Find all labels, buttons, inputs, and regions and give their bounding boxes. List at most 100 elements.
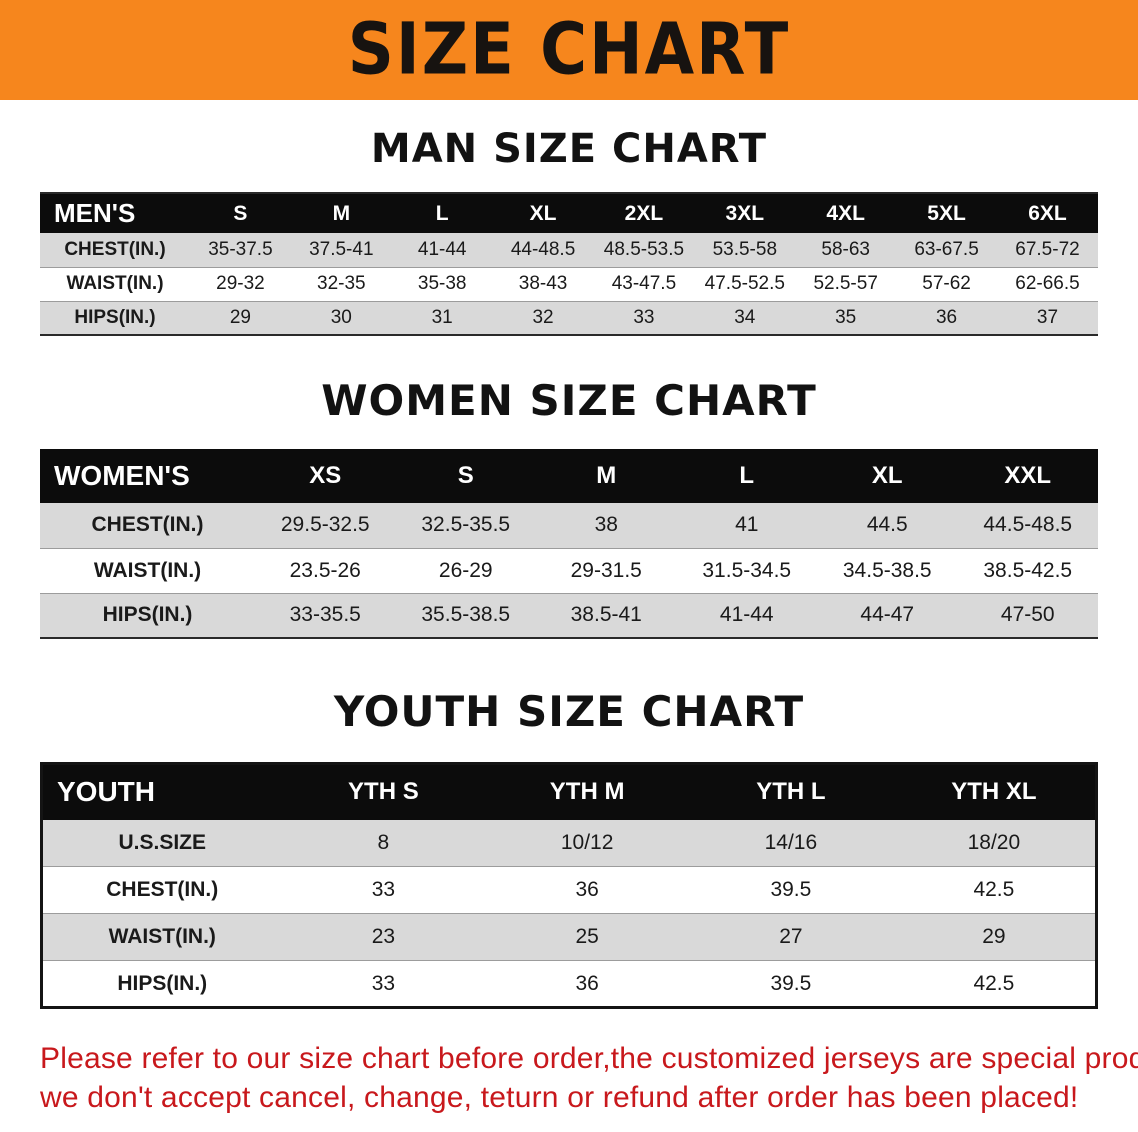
banner-title: SIZE CHART	[347, 8, 791, 92]
size-header-cell: 3XL	[694, 193, 796, 233]
women-section-heading: WOMEN SIZE CHART	[321, 376, 817, 425]
value-cell: 62-66.5	[997, 267, 1098, 302]
row-label-cell: HIPS(IN.)	[40, 301, 190, 336]
value-cell: 18/20	[892, 819, 1097, 867]
value-cell: 39.5	[689, 866, 893, 914]
value-cell: 32.5-35.5	[395, 503, 536, 549]
table-row: CHEST(IN.) 29.5-32.5 32.5-35.5 38 41 44.5 44.5…	[40, 503, 1098, 549]
value-cell: 38-43	[492, 267, 594, 302]
size-header-cell: YTH M	[485, 763, 689, 820]
value-cell: 14/16	[689, 819, 893, 867]
value-cell: 29	[892, 913, 1097, 961]
size-header-cell: XL	[492, 193, 594, 233]
table-row: WAIST(IN.) 29-32 32-35 35-38 38-43 43-47.5 47.…	[40, 267, 1098, 302]
table-row: U.S.SIZE 8 10/12 14/16 18/20	[41, 819, 1097, 867]
value-cell: 33	[281, 960, 486, 1008]
table-title-cell: YOUTH	[41, 763, 282, 820]
size-header-cell: M	[290, 193, 392, 233]
size-header-cell: S	[190, 193, 291, 233]
value-cell: 38.5-41	[536, 593, 677, 639]
value-cell: 29-32	[190, 267, 291, 302]
size-header-cell: 6XL	[997, 193, 1098, 233]
row-label-cell: CHEST(IN.)	[40, 503, 255, 549]
value-cell: 33	[593, 301, 695, 336]
row-label-cell: CHEST(IN.)	[40, 233, 190, 268]
table-row: WAIST(IN.) 23 25 27 29	[41, 913, 1097, 961]
size-header-cell: 4XL	[795, 193, 897, 233]
value-cell: 23.5-26	[255, 548, 396, 594]
disclaimer-line-2: we don't accept cancel, change, teturn o…	[40, 1081, 1079, 1114]
youth-size-table: YOUTH YTH S YTH M YTH L YTH XL U.S.SIZE 8 10/12…	[40, 762, 1098, 1009]
size-header-cell: YTH XL	[892, 763, 1097, 820]
value-cell: 58-63	[795, 233, 897, 268]
value-cell: 8	[281, 819, 486, 867]
row-label-cell: HIPS(IN.)	[40, 593, 255, 639]
table-row: HIPS(IN.) 33-35.5 35.5-38.5 38.5-41 41-44 44-…	[40, 593, 1098, 639]
value-cell: 44-47	[817, 593, 958, 639]
value-cell: 38.5-42.5	[957, 548, 1098, 594]
value-cell: 38	[536, 503, 677, 549]
value-cell: 44.5	[817, 503, 958, 549]
table-row: CHEST(IN.) 33 36 39.5 42.5	[41, 866, 1097, 914]
disclaimer: Please refer to our size chart before or…	[40, 1039, 1138, 1117]
size-header-cell: XS	[255, 449, 396, 503]
value-cell: 43-47.5	[593, 267, 695, 302]
value-cell: 36	[485, 866, 689, 914]
value-cell: 26-29	[395, 548, 536, 594]
value-cell: 35-37.5	[190, 233, 291, 268]
value-cell: 35-38	[391, 267, 493, 302]
men-size-section: MAN SIZE CHART MEN'S S M L XL 2XL 3XL 4XL 5XL 6XL…	[0, 126, 1138, 336]
value-cell: 67.5-72	[997, 233, 1098, 268]
women-size-table: WOMEN'S XS S M L XL XXL CHEST(IN.) 29.5-32.5 32.5…	[40, 449, 1098, 639]
size-header-cell: S	[395, 449, 536, 503]
value-cell: 44-48.5	[492, 233, 594, 268]
value-cell: 37	[997, 301, 1098, 336]
value-cell: 47-50	[957, 593, 1098, 639]
value-cell: 39.5	[689, 960, 893, 1008]
value-cell: 36	[896, 301, 997, 336]
value-cell: 30	[290, 301, 392, 336]
youth-size-section: YOUTH SIZE CHART YOUTH YTH S YTH M YTH L YTH…	[0, 687, 1138, 1009]
size-header-cell: L	[676, 449, 817, 503]
value-cell: 27	[689, 913, 893, 961]
table-title-cell: WOMEN'S	[40, 449, 255, 503]
value-cell: 53.5-58	[694, 233, 796, 268]
size-header-cell: YTH S	[281, 763, 486, 820]
table-row: WAIST(IN.) 23.5-26 26-29 29-31.5 31.5-34.5 34…	[40, 548, 1098, 594]
size-header-cell: XL	[817, 449, 958, 503]
value-cell: 33	[281, 866, 486, 914]
men-section-heading: MAN SIZE CHART	[370, 126, 768, 172]
table-title-cell: MEN'S	[40, 193, 190, 233]
value-cell: 31.5-34.5	[676, 548, 817, 594]
value-cell: 57-62	[896, 267, 997, 302]
size-header-cell: YTH L	[689, 763, 893, 820]
value-cell: 29.5-32.5	[255, 503, 396, 549]
value-cell: 42.5	[892, 866, 1097, 914]
disclaimer-line-1: Please refer to our size chart before or…	[40, 1042, 1138, 1075]
value-cell: 34	[694, 301, 796, 336]
value-cell: 42.5	[892, 960, 1097, 1008]
size-header-cell: 2XL	[593, 193, 695, 233]
value-cell: 29-31.5	[536, 548, 677, 594]
value-cell: 41-44	[676, 593, 817, 639]
value-cell: 63-67.5	[896, 233, 997, 268]
youth-section-heading: YOUTH SIZE CHART	[333, 687, 805, 736]
row-label-cell: U.S.SIZE	[41, 819, 282, 867]
size-header-cell: M	[536, 449, 677, 503]
table-row: HIPS(IN.) 33 36 39.5 42.5	[41, 960, 1097, 1008]
value-cell: 25	[485, 913, 689, 961]
value-cell: 29	[190, 301, 291, 336]
value-cell: 35	[795, 301, 897, 336]
row-label-cell: CHEST(IN.)	[41, 866, 282, 914]
value-cell: 52.5-57	[795, 267, 897, 302]
size-header-cell: 5XL	[896, 193, 997, 233]
value-cell: 36	[485, 960, 689, 1008]
row-label-cell: WAIST(IN.)	[40, 548, 255, 594]
value-cell: 32	[492, 301, 594, 336]
size-header-cell: L	[391, 193, 493, 233]
value-cell: 41-44	[391, 233, 493, 268]
row-label-cell: WAIST(IN.)	[40, 267, 190, 302]
value-cell: 10/12	[485, 819, 689, 867]
value-cell: 31	[391, 301, 493, 336]
